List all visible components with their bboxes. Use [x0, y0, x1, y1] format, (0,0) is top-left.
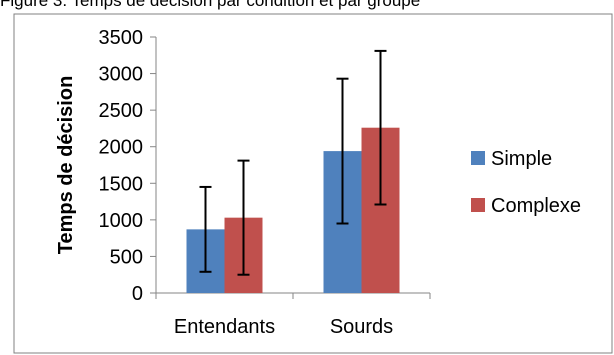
y-axis-title: Temps de décision [55, 76, 77, 255]
y-tick-label: 1000 [99, 210, 144, 232]
legend-swatch-simple [471, 151, 485, 165]
y-tick-label: 500 [110, 246, 143, 268]
y-tick-label: 2000 [99, 137, 144, 159]
x-tick-label: Entendants [174, 316, 275, 338]
legend-label-complexe: Complexe [491, 195, 581, 217]
y-tick-label: 3000 [99, 64, 144, 86]
y-tick-label: 2500 [99, 100, 144, 122]
x-tick-label: Sourds [330, 316, 393, 338]
y-tick-label: 3500 [99, 27, 144, 49]
y-tick-label: 1500 [99, 173, 144, 195]
legend-swatch-complexe [471, 198, 485, 212]
figure-caption-fragment: Figure 3. Temps de décision par conditio… [0, 0, 421, 10]
chart-border [13, 13, 613, 354]
legend-label-simple: Simple [491, 148, 552, 170]
y-tick-label: 0 [132, 283, 143, 305]
legend: Simple Complexe [471, 148, 581, 217]
